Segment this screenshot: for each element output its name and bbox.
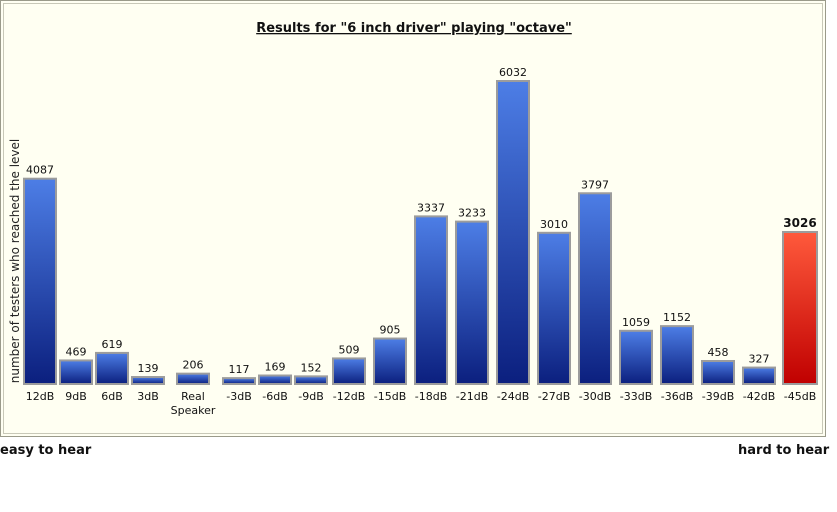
bar-value-label: 1152 — [663, 311, 691, 324]
bar-2 — [95, 351, 129, 386]
x-tick-label: -33dB — [620, 390, 653, 403]
bar-16 — [660, 325, 694, 386]
bar-value-label: 905 — [380, 324, 401, 337]
bar-14 — [578, 192, 612, 385]
x-tick-label: -12dB — [333, 390, 366, 403]
x-tick-label: -36dB — [661, 390, 694, 403]
bar-1 — [59, 359, 93, 386]
bar-4 — [176, 372, 210, 386]
bar-15 — [619, 329, 653, 385]
bar-3 — [131, 376, 165, 385]
bar-chart: Results for "6 inch driver" playing "oct… — [8, 21, 818, 417]
easy-to-hear-label: easy to hear — [0, 443, 92, 458]
x-tick-label: -30dB — [579, 390, 612, 403]
x-tick-label: 9dB — [65, 390, 87, 403]
bar-value-label: 3010 — [540, 218, 568, 231]
x-tick-label: -21dB — [456, 390, 489, 403]
bar-value-label: 509 — [339, 343, 360, 356]
bar-value-label: 619 — [102, 338, 123, 351]
x-tick-label: -24dB — [497, 390, 530, 403]
bar-19 — [782, 230, 818, 385]
x-tick-label: -18dB — [415, 390, 448, 403]
bar-10 — [414, 215, 448, 385]
bar-0 — [23, 177, 57, 385]
bar-13 — [537, 231, 571, 385]
chart-title: Results for "6 inch driver" playing "oct… — [256, 21, 572, 36]
x-tick-label: -45dB — [784, 390, 817, 403]
bar-value-label: 3026 — [783, 216, 816, 230]
bar-value-label: 3337 — [417, 201, 445, 214]
x-tick-label: 3dB — [137, 390, 159, 403]
bar-value-label: 3233 — [458, 207, 486, 220]
x-tick-label: -27dB — [538, 390, 571, 403]
x-tick-label: -6dB — [262, 390, 288, 403]
x-tick-label: -15dB — [374, 390, 407, 403]
bar-value-label: 3797 — [581, 178, 609, 191]
bar-value-label: 6032 — [499, 66, 527, 79]
x-tick-label: Real — [181, 390, 205, 403]
chart-frame: Results for "6 inch driver" playing "oct… — [0, 0, 826, 437]
bar-value-label: 469 — [66, 345, 87, 358]
bar-18 — [742, 366, 776, 385]
x-tick-label: 6dB — [101, 390, 123, 403]
bar-value-label: 139 — [138, 362, 159, 375]
bar-9 — [373, 337, 407, 385]
bar-6 — [258, 374, 292, 385]
x-tick-label: 12dB — [26, 390, 55, 403]
bar-7 — [294, 375, 328, 385]
hard-to-hear-label: hard to hear — [738, 443, 830, 458]
bar-17 — [701, 359, 735, 386]
bar-value-label: 1059 — [622, 316, 650, 329]
bar-11 — [455, 220, 489, 385]
bar-value-label: 458 — [708, 346, 729, 359]
bars-group: 4087 12dB 469 9dB 619 6dB 139 3dB 206 RealSpeaker… — [23, 66, 818, 417]
bar-value-label: 152 — [301, 361, 322, 374]
bar-value-label: 117 — [229, 363, 250, 376]
x-tick-label: -42dB — [743, 390, 776, 403]
bar-8 — [332, 357, 366, 385]
bar-12 — [496, 80, 530, 385]
x-tick-label: Speaker — [171, 404, 216, 417]
x-tick-label: -3dB — [226, 390, 252, 403]
bar-value-label: 4087 — [26, 164, 54, 177]
y-axis-label: number of testers who reached the level — [8, 139, 22, 384]
bar-5 — [222, 377, 256, 385]
bar-value-label: 206 — [183, 359, 204, 372]
x-tick-label: -39dB — [702, 390, 735, 403]
bar-value-label: 169 — [265, 361, 286, 374]
x-tick-label: -9dB — [298, 390, 324, 403]
bar-value-label: 327 — [749, 353, 770, 366]
